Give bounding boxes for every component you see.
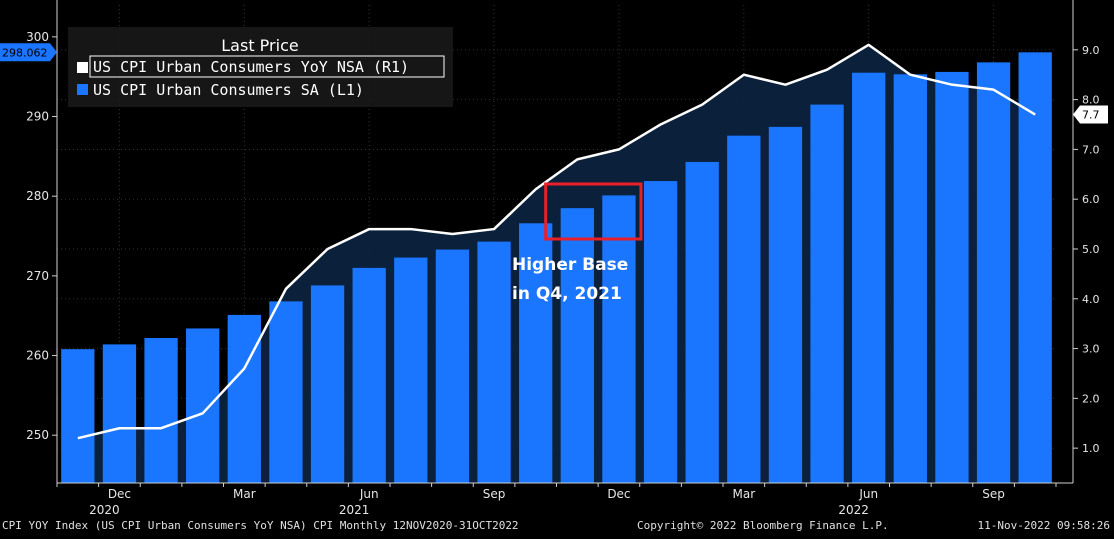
right-tick-label-2: 3.0 <box>1082 343 1100 356</box>
left-tick-label-5: 300 <box>26 30 49 44</box>
right-tick-label-3: 4.0 <box>1082 293 1100 306</box>
right-tick-label-4: 5.0 <box>1082 243 1100 256</box>
q4-2021-highlight-box <box>544 182 643 241</box>
x-month-label-5: Mar <box>732 487 755 501</box>
x-month-label-7: Sep <box>982 487 1005 501</box>
bar-15 <box>685 161 719 483</box>
bar-1 <box>102 344 137 483</box>
x-year-label-2: 2022 <box>838 503 869 517</box>
bar-19 <box>852 72 886 483</box>
bar-11 <box>519 223 553 483</box>
x-month-label-6: Jun <box>858 487 878 501</box>
legend-swatch-yoy <box>77 62 88 73</box>
bar-12 <box>560 208 594 483</box>
bar-5 <box>269 301 303 483</box>
x-year-label-1: 2021 <box>339 503 370 517</box>
left-badge-shape <box>0 43 57 62</box>
x-axis-ticks: Dec Mar Jun Sep Dec Mar Jun Sep 2020 2021 2022 <box>56 483 1057 517</box>
x-month-label-0: Dec <box>108 487 131 501</box>
bar-4 <box>227 314 261 483</box>
right-tick-label-5: 6.0 <box>1082 193 1100 206</box>
bar-20 <box>893 74 927 483</box>
left-tick-label-1: 260 <box>26 349 49 363</box>
x-month-label-3: Sep <box>483 487 506 501</box>
left-tick-label-0: 250 <box>26 428 49 442</box>
bar-10 <box>477 241 511 483</box>
bar-18 <box>810 104 844 483</box>
footer-timestamp: 11-Nov-2022 09:58:26 <box>977 519 1110 532</box>
legend-entry-sa: US CPI Urban Consumers SA (L1) <box>93 81 364 99</box>
left-last-value-badge: 298.062 <box>0 43 57 62</box>
bar-0 <box>61 349 95 483</box>
bar-14 <box>643 181 678 483</box>
bar-21 <box>935 71 969 484</box>
yoy-series-line <box>77 43 1036 440</box>
x-month-label-1: Mar <box>233 487 256 501</box>
cpi-sa-bars <box>61 52 1052 484</box>
bar-9 <box>435 249 470 483</box>
x-month-label-4: Dec <box>607 487 630 501</box>
footer-copyright: Copyright© 2022 Bloomberg Finance L.P. <box>637 519 889 532</box>
right-badge-shape <box>1073 105 1108 124</box>
bar-13 <box>602 195 636 484</box>
legend-title: Last Price <box>221 36 298 55</box>
right-badge-text: 7.7 <box>1082 109 1100 122</box>
right-axis-ticks: 1.0 2.0 3.0 4.0 5.0 6.0 7.0 8.0 9.0 <box>1073 44 1100 455</box>
right-tick-label-7: 8.0 <box>1082 94 1100 107</box>
legend-background <box>68 27 453 107</box>
bar-22 <box>976 62 1011 484</box>
bar-2 <box>144 338 178 483</box>
legend-swatch-sa <box>77 84 88 95</box>
left-badge-text: 298.062 <box>2 46 48 59</box>
left-axis-ticks: 250 260 270 280 290 300 <box>26 30 57 442</box>
legend: Last Price US CPI Urban Consumers YoY NS… <box>68 27 453 107</box>
annotation-line-2: in Q4, 2021 <box>512 284 622 304</box>
bar-7 <box>352 267 386 483</box>
bar-3 <box>186 328 220 483</box>
bar-16 <box>727 135 761 484</box>
legend-entry-yoy-box <box>89 55 445 78</box>
left-tick-label-3: 280 <box>26 189 49 203</box>
footer-source: CPI YOY Index (US CPI Urban Consumers Yo… <box>2 519 519 532</box>
right-last-value-badge: 7.7 <box>1073 105 1108 124</box>
bar-23 <box>1018 52 1052 484</box>
right-tick-label-1: 2.0 <box>1082 392 1100 405</box>
right-tick-label-0: 1.0 <box>1082 442 1100 455</box>
bar-6 <box>310 285 345 483</box>
legend-entry-yoy: US CPI Urban Consumers YoY NSA (R1) <box>93 58 409 76</box>
right-tick-label-8: 9.0 <box>1082 44 1100 57</box>
bar-8 <box>394 257 428 483</box>
left-tick-label-4: 290 <box>26 110 49 124</box>
axes <box>56 0 1074 484</box>
annotation-line-1: Higher Base <box>512 255 628 275</box>
x-month-label-2: Jun <box>359 487 379 501</box>
left-tick-label-2: 270 <box>26 269 49 283</box>
x-year-label-0: 2020 <box>89 503 120 517</box>
right-tick-label-6: 7.0 <box>1082 143 1100 156</box>
bar-17 <box>768 126 803 483</box>
